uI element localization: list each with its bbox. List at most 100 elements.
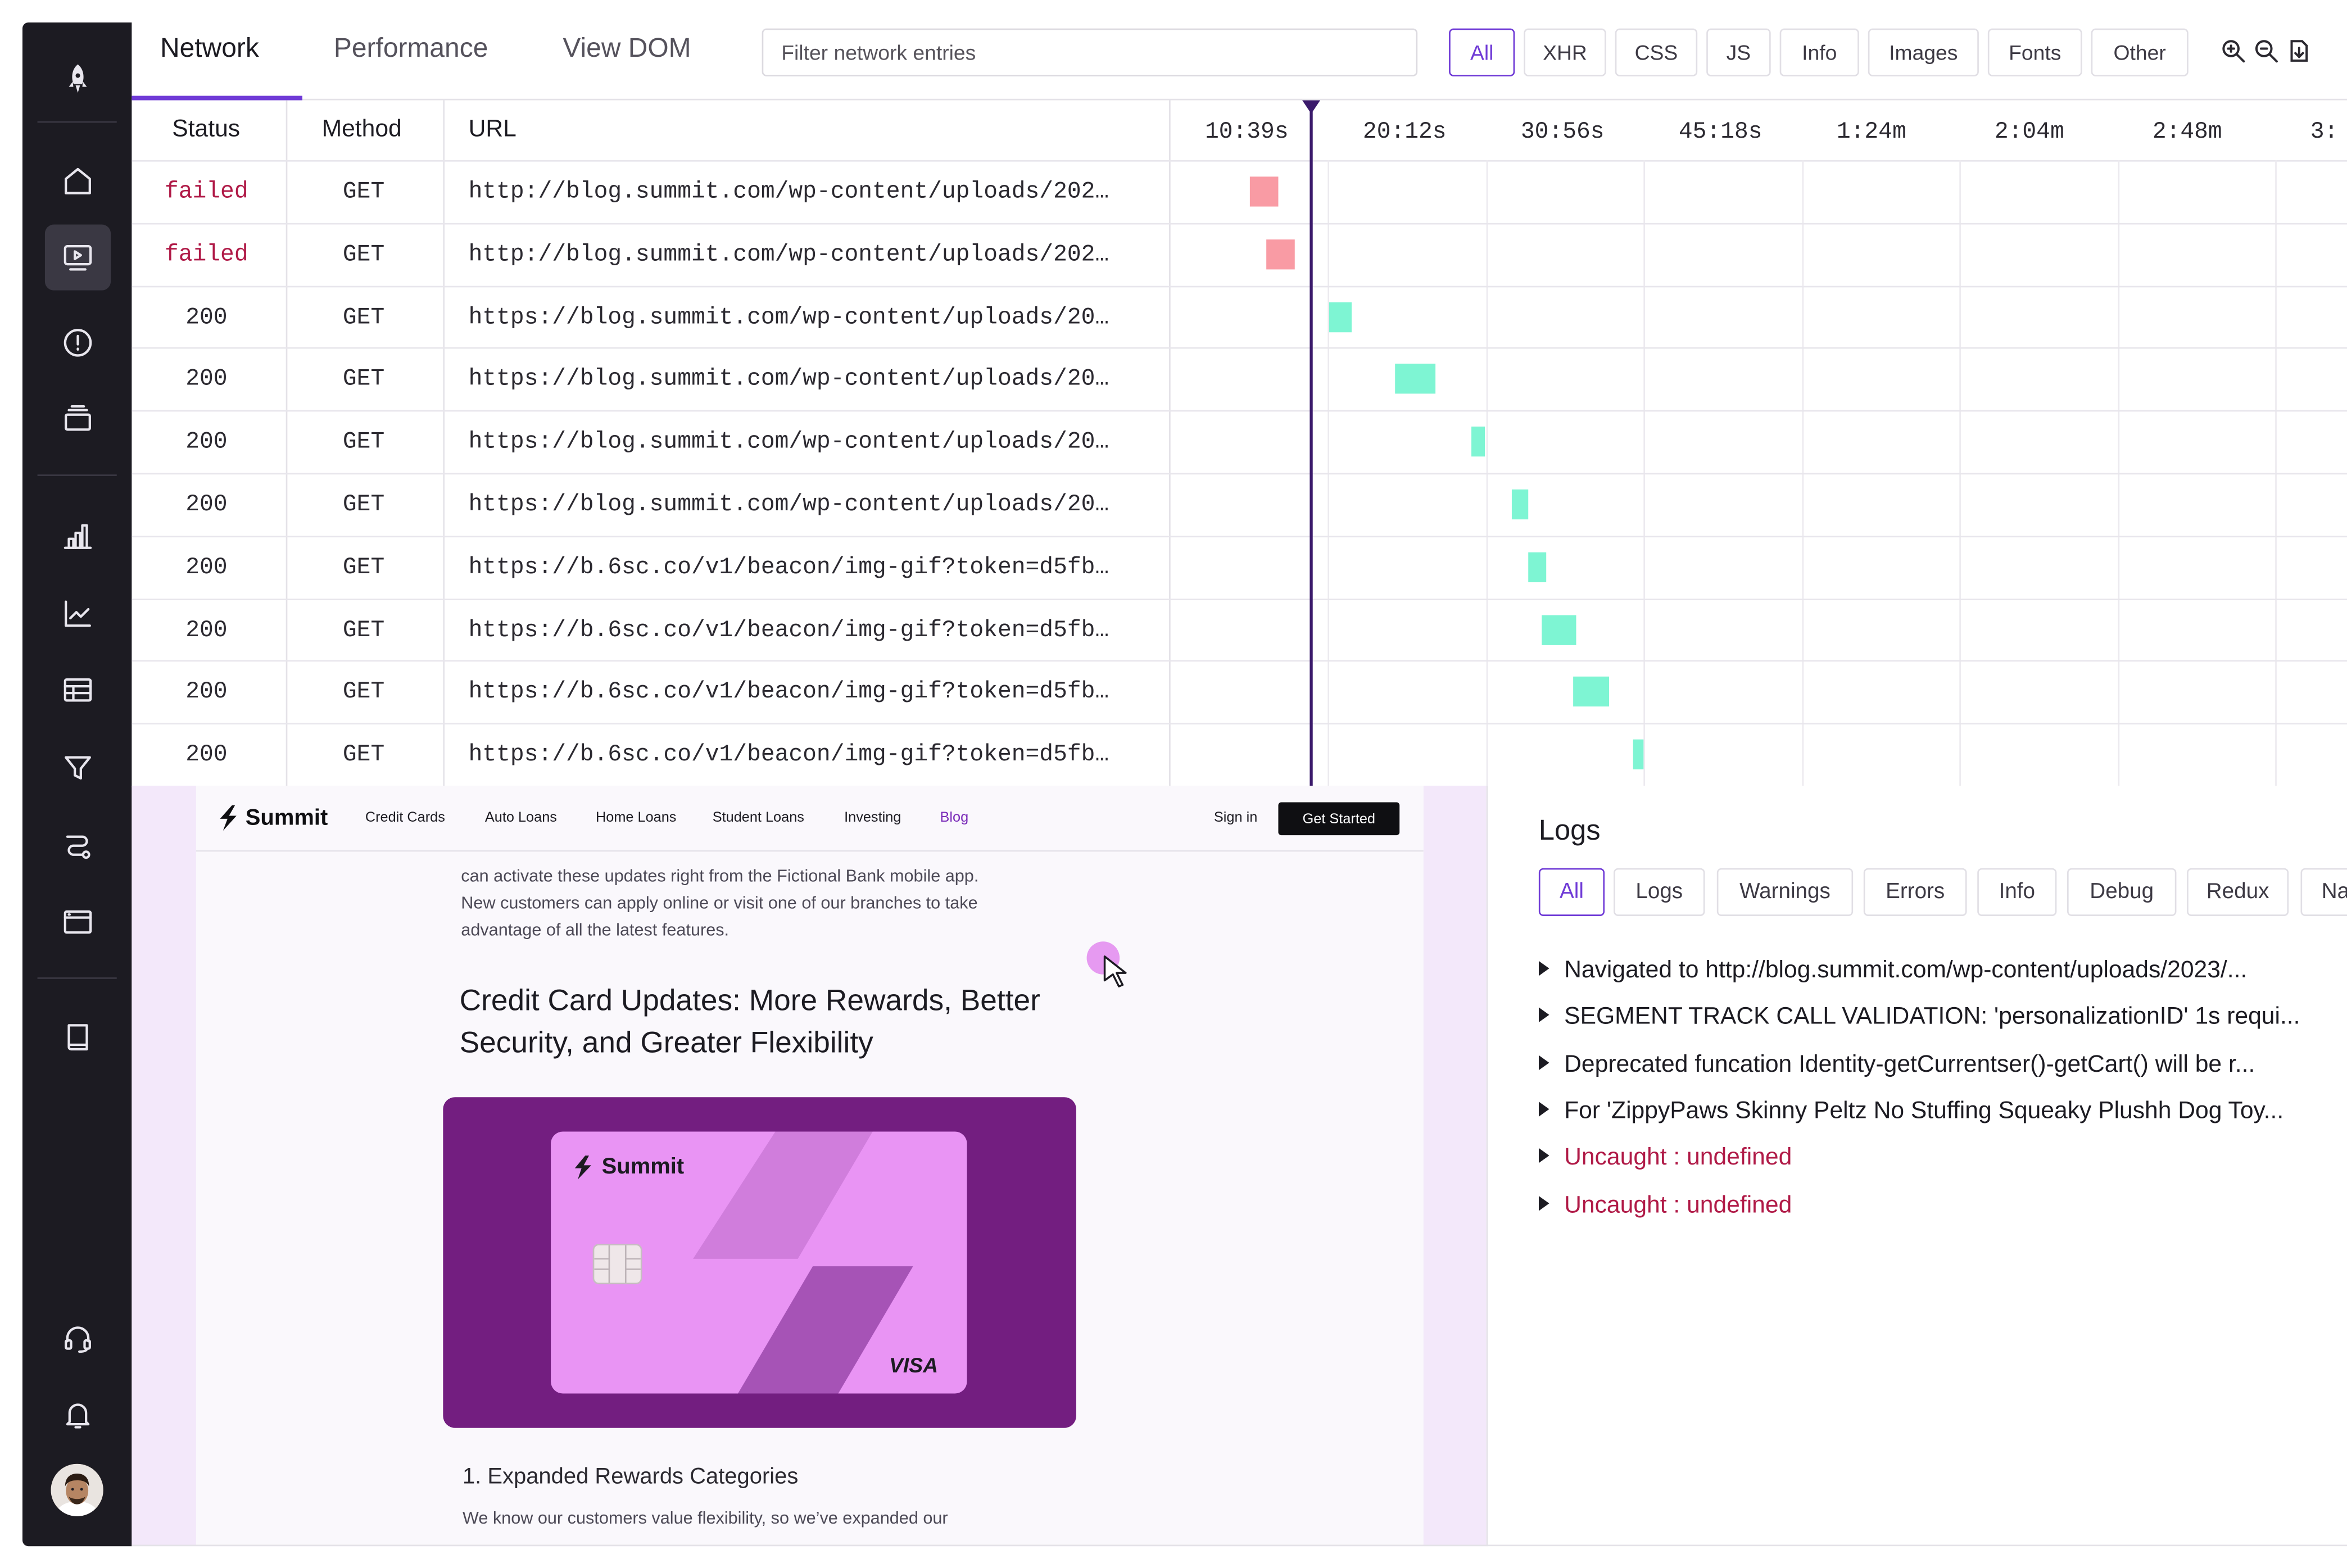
log-entry[interactable]: Uncaught : undefined	[1538, 1192, 2317, 1219]
card-network-logo: VISA	[889, 1353, 939, 1377]
tab-view-dom[interactable]: View DOM	[563, 33, 691, 63]
filter-images-chip[interactable]: Images	[1868, 28, 1979, 76]
status-cell: 200	[185, 303, 228, 330]
waterfall-bar[interactable]	[1329, 301, 1351, 332]
download-icon[interactable]	[2287, 39, 2312, 63]
site-nav-blog[interactable]: Blog	[940, 809, 969, 827]
log-filter-debug[interactable]: Debug	[2067, 868, 2177, 916]
site-nav-credit-cards[interactable]: Credit Cards	[365, 809, 445, 827]
active-tab-indicator	[132, 96, 302, 101]
time-tick-label: 20:12s	[1362, 118, 1447, 146]
log-entry[interactable]: SEGMENT TRACK CALL VALIDATION: 'personal…	[1538, 1004, 2317, 1032]
avatar[interactable]	[51, 1463, 103, 1516]
table-icon[interactable]	[45, 657, 111, 723]
article-headline: Credit Card Updates: More Rewards, Bette…	[459, 985, 1040, 1060]
site-signin-link[interactable]: Sign in	[1213, 809, 1258, 827]
funnel-icon[interactable]	[45, 735, 111, 801]
section-heading: 1. Expanded Rewards Categories	[462, 1463, 799, 1489]
time-tick-label: 45:18s	[1678, 118, 1762, 146]
log-entry-text: Deprecated funcation Identity-getCurrent…	[1564, 1052, 2255, 1077]
waterfall-bar[interactable]	[1395, 364, 1435, 395]
sidebar	[22, 22, 132, 1547]
url-cell: https://blog.summit.com/wp-content/uploa…	[468, 303, 1109, 330]
time-tick-label: 2:04m	[1994, 118, 2064, 146]
expand-caret-icon[interactable]	[1538, 1054, 1549, 1070]
bell-icon[interactable]	[45, 1381, 111, 1447]
url-cell: https://blog.summit.com/wp-content/uploa…	[468, 365, 1109, 393]
expand-caret-icon[interactable]	[1538, 1008, 1549, 1023]
waterfall-bar[interactable]	[1250, 176, 1279, 207]
method-cell: GET	[342, 553, 385, 581]
waterfall-bar[interactable]	[1471, 427, 1485, 457]
filter-other-chip[interactable]: Other	[2091, 28, 2189, 76]
header-url[interactable]: URL	[468, 116, 516, 143]
waterfall-bar[interactable]	[1574, 677, 1609, 708]
logs-title: Logs	[1538, 815, 1601, 848]
waterfall-bar[interactable]	[1512, 489, 1528, 520]
status-cell: 200	[185, 491, 228, 518]
log-filter-redux[interactable]: Redux	[2187, 868, 2289, 916]
site-nav-auto-loans[interactable]: Auto Loans	[484, 809, 557, 827]
filter-xhr-chip[interactable]: XHR	[1524, 28, 1606, 76]
filter-js-chip[interactable]: JS	[1706, 28, 1771, 76]
filter-fonts-chip[interactable]: Fonts	[1987, 28, 2082, 76]
waterfall-bar[interactable]	[1528, 552, 1547, 582]
log-filter-all[interactable]: All	[1538, 868, 1605, 916]
method-cell: GET	[342, 616, 385, 643]
replayed-website: Summit Credit Cards Auto Loans Home Loan…	[196, 786, 1424, 1547]
filter-css-chip[interactable]: CSS	[1615, 28, 1698, 76]
header-method[interactable]: Method	[321, 116, 402, 143]
expand-caret-icon[interactable]	[1538, 1101, 1549, 1117]
tab-network[interactable]: Network	[160, 33, 259, 63]
tab-performance[interactable]: Performance	[333, 33, 488, 63]
summit-bolt-icon	[220, 805, 237, 831]
filter-all-chip[interactable]: All	[1449, 28, 1515, 76]
zoom-in-icon[interactable]	[2221, 39, 2245, 63]
expand-caret-icon[interactable]	[1538, 1195, 1549, 1211]
status-cell: failed	[164, 241, 248, 268]
log-filter-network[interactable]: Na	[2300, 868, 2347, 916]
log-entry[interactable]: Navigated to http://blog.summit.com/wp-c…	[1538, 958, 2317, 985]
rocket-logo-icon[interactable]	[45, 47, 111, 112]
browser-window-icon[interactable]	[45, 889, 111, 955]
waterfall-bar[interactable]	[1266, 239, 1294, 269]
session-replay-icon[interactable]	[44, 224, 111, 291]
journey-icon[interactable]	[45, 813, 111, 878]
filter-network-input[interactable]	[762, 28, 1418, 76]
log-entry[interactable]: Deprecated funcation Identity-getCurrent…	[1538, 1052, 2317, 1078]
log-entry[interactable]: For 'ZippyPaws Skinny Peltz No Stuffing …	[1538, 1099, 2317, 1126]
intro-text-line: New customers can apply online or visit …	[461, 895, 978, 913]
bar-chart-icon[interactable]	[45, 503, 111, 569]
playhead-line[interactable]	[1310, 106, 1313, 786]
url-cell: https://b.6sc.co/v1/beacon/img-gif?token…	[468, 741, 1109, 768]
status-cell: 200	[185, 616, 228, 643]
log-entry-text: SEGMENT TRACK CALL VALIDATION: 'personal…	[1564, 1004, 2300, 1031]
waterfall-bar[interactable]	[1633, 740, 1643, 770]
waterfall-bar[interactable]	[1542, 614, 1577, 645]
session-replay-viewport[interactable]: Summit Credit Cards Auto Loans Home Loan…	[132, 786, 1487, 1547]
alert-icon[interactable]	[45, 310, 111, 375]
log-filter-errors[interactable]: Errors	[1863, 868, 1967, 916]
site-nav-investing[interactable]: Investing	[844, 809, 901, 827]
log-entry[interactable]: Uncaught : undefined	[1538, 1145, 2317, 1172]
log-filter-warnings[interactable]: Warnings	[1716, 868, 1854, 916]
site-nav-student-loans[interactable]: Student Loans	[712, 809, 804, 827]
filter-info-chip[interactable]: Info	[1779, 28, 1859, 76]
log-filter-logs[interactable]: Logs	[1614, 868, 1705, 916]
line-chart-icon[interactable]	[45, 581, 111, 646]
site-get-started-button[interactable]: Get Started	[1278, 802, 1400, 836]
expand-caret-icon[interactable]	[1538, 960, 1549, 976]
headset-icon[interactable]	[45, 1305, 111, 1371]
book-icon[interactable]	[45, 1004, 111, 1070]
header-status[interactable]: Status	[172, 116, 241, 143]
time-tick-label: 10:39s	[1204, 118, 1289, 146]
zoom-out-icon[interactable]	[2254, 39, 2278, 63]
log-entry-text: Uncaught : undefined	[1564, 1192, 1792, 1218]
log-filter-info[interactable]: Info	[1977, 868, 2057, 916]
site-nav-home-loans[interactable]: Home Loans	[595, 809, 677, 827]
stack-icon[interactable]	[45, 386, 111, 452]
status-cell: 200	[185, 553, 228, 581]
expand-caret-icon[interactable]	[1538, 1148, 1549, 1163]
home-icon[interactable]	[45, 148, 111, 214]
method-cell: GET	[342, 303, 385, 330]
